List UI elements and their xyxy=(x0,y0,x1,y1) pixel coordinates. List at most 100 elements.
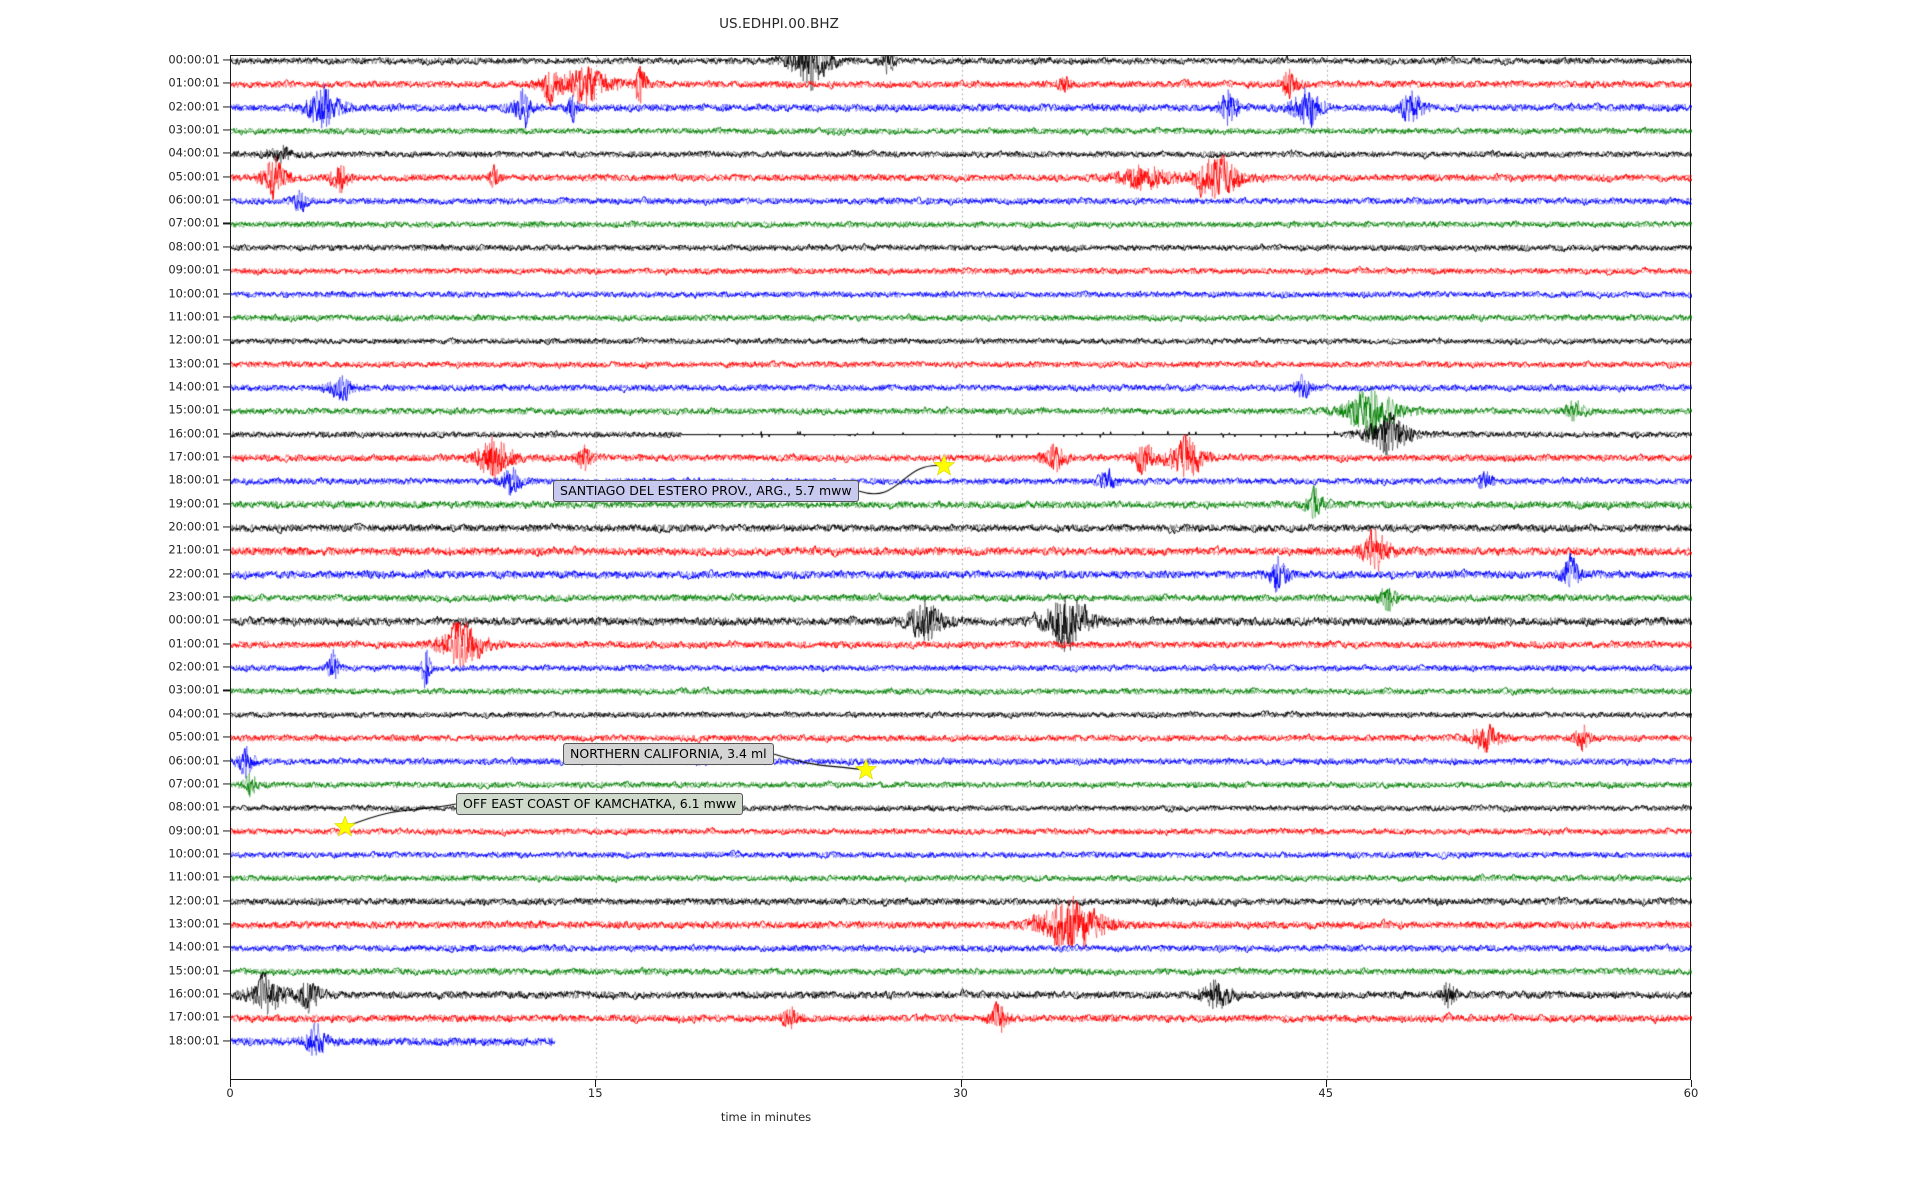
y-tick-mark xyxy=(223,900,230,902)
y-tick-label: 10:00:01 xyxy=(168,846,220,861)
x-tick-label: 60 xyxy=(1683,1086,1699,1100)
y-tick-label: 15:00:01 xyxy=(168,402,220,417)
y-tick-mark xyxy=(223,1016,230,1018)
y-tick-label: 14:00:01 xyxy=(168,939,220,954)
y-tick-mark xyxy=(223,269,230,271)
y-tick-mark xyxy=(223,1040,230,1042)
y-tick-label: 08:00:01 xyxy=(168,239,220,254)
y-tick-label: 10:00:01 xyxy=(168,285,220,300)
y-tick-mark xyxy=(223,666,230,668)
y-tick-mark xyxy=(223,456,230,458)
y-tick-label: 09:00:01 xyxy=(168,262,220,277)
y-tick-mark xyxy=(223,830,230,832)
y-tick-label: 09:00:01 xyxy=(168,822,220,837)
event-annotation-label[interactable]: OFF EAST COAST OF KAMCHATKA, 6.1 mww xyxy=(456,793,744,816)
x-tick-label: 15 xyxy=(587,1086,603,1100)
y-tick-mark xyxy=(223,759,230,762)
y-tick-mark xyxy=(223,339,230,341)
y-tick-mark xyxy=(223,876,230,878)
y-tick-mark xyxy=(223,479,230,481)
y-tick-mark xyxy=(223,176,230,178)
y-tick-label: 00:00:01 xyxy=(168,612,220,627)
y-tick-mark xyxy=(223,993,230,995)
y-tick-mark xyxy=(223,106,230,108)
y-tick-label: 00:00:01 xyxy=(168,52,220,67)
y-tick-mark xyxy=(223,526,230,528)
y-tick-mark xyxy=(223,946,230,948)
y-tick-mark xyxy=(223,292,230,295)
y-tick-label: 02:00:01 xyxy=(168,659,220,674)
y-tick-mark xyxy=(223,316,230,318)
y-tick-mark xyxy=(223,503,230,505)
x-tick-label: 30 xyxy=(953,1086,968,1100)
y-tick-mark xyxy=(223,736,230,738)
x-axis-label: time in minutes xyxy=(0,1110,1920,1124)
y-tick-mark xyxy=(223,573,230,575)
y-tick-label: 01:00:01 xyxy=(168,75,220,90)
waveform-canvas xyxy=(231,56,1692,1081)
y-tick-label: 15:00:01 xyxy=(168,962,220,977)
y-tick-label: 17:00:01 xyxy=(168,449,220,464)
y-tick-label: 04:00:01 xyxy=(168,706,220,721)
y-tick-label: 06:00:01 xyxy=(168,752,220,767)
x-axis-label-text: time in minutes xyxy=(720,1110,812,1124)
y-tick-mark xyxy=(223,433,230,435)
y-tick-mark xyxy=(223,713,230,715)
y-tick-label: 16:00:01 xyxy=(168,986,220,1001)
y-tick-label: 03:00:01 xyxy=(168,122,220,137)
y-tick-label: 11:00:01 xyxy=(168,869,220,884)
y-tick-mark xyxy=(223,222,230,224)
y-tick-mark xyxy=(223,363,230,365)
y-tick-mark xyxy=(223,549,230,551)
y-tick-label: 19:00:01 xyxy=(168,495,220,510)
y-tick-label: 12:00:01 xyxy=(168,892,220,907)
y-tick-label: 23:00:01 xyxy=(168,589,220,604)
y-tick-mark xyxy=(223,689,230,691)
y-tick-mark xyxy=(223,783,230,785)
y-tick-mark xyxy=(223,386,230,388)
y-tick-mark xyxy=(223,970,230,972)
y-tick-label: 03:00:01 xyxy=(168,682,220,697)
y-tick-label: 01:00:01 xyxy=(168,636,220,650)
y-tick-mark xyxy=(223,853,230,855)
y-tick-label: 20:00:01 xyxy=(168,519,220,534)
y-tick-mark xyxy=(223,619,230,621)
x-tick-label: 45 xyxy=(1318,1086,1334,1100)
x-tick-label: 0 xyxy=(226,1086,234,1100)
event-annotation-label[interactable]: SANTIAGO DEL ESTERO PROV., ARG., 5.7 mww xyxy=(553,480,859,503)
y-tick-label: 05:00:01 xyxy=(168,729,220,744)
y-tick-label: 07:00:01 xyxy=(168,215,220,230)
page-title: US.EDHPI.00.BHZ xyxy=(719,16,839,32)
y-tick-label: 02:00:01 xyxy=(168,98,220,113)
event-annotation-label[interactable]: NORTHERN CALIFORNIA, 3.4 ml xyxy=(563,743,774,766)
plot-axes xyxy=(230,55,1692,1081)
y-tick-mark xyxy=(223,129,230,131)
y-tick-mark xyxy=(223,82,230,84)
y-tick-mark xyxy=(223,596,230,598)
y-tick-label: 14:00:01 xyxy=(168,379,220,394)
y-tick-label: 12:00:01 xyxy=(168,332,220,347)
y-tick-label: 18:00:01 xyxy=(168,472,220,487)
y-tick-label: 13:00:01 xyxy=(168,916,220,931)
y-tick-label: 08:00:01 xyxy=(168,799,220,814)
y-tick-mark xyxy=(223,199,230,201)
y-tick-label: 07:00:01 xyxy=(168,776,220,791)
y-tick-mark xyxy=(223,246,230,248)
y-tick-mark xyxy=(223,409,230,411)
y-tick-mark xyxy=(223,806,230,808)
y-tick-label: 21:00:01 xyxy=(168,542,220,557)
y-tick-label: 05:00:01 xyxy=(168,169,220,183)
y-tick-mark xyxy=(223,643,230,645)
y-tick-label: 11:00:01 xyxy=(168,309,220,324)
y-tick-label: 06:00:01 xyxy=(168,192,220,207)
y-tick-mark xyxy=(223,152,230,154)
y-tick-mark xyxy=(223,923,230,925)
y-tick-label: 04:00:01 xyxy=(168,145,220,160)
y-tick-label: 18:00:01 xyxy=(168,1032,220,1047)
y-tick-label: 16:00:01 xyxy=(168,425,220,440)
y-tick-label: 17:00:01 xyxy=(168,1009,220,1024)
y-tick-label: 13:00:01 xyxy=(168,355,220,370)
y-tick-label: 22:00:01 xyxy=(168,565,220,580)
y-tick-mark xyxy=(223,59,230,61)
